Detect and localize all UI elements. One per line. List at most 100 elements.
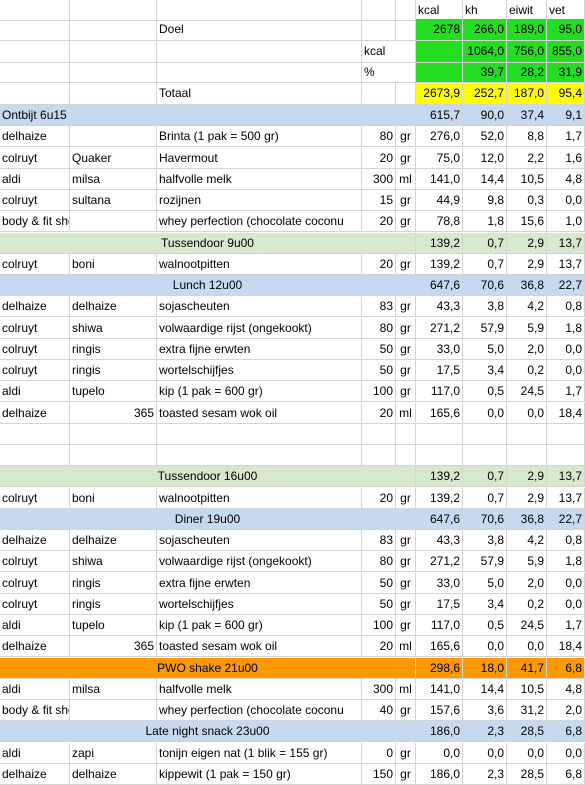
kcal-cell[interactable]: 0,0	[416, 743, 463, 763]
eiwit-cell[interactable]: 2,9	[507, 254, 547, 274]
meal-kh[interactable]: 18,0	[463, 658, 507, 678]
store-cell[interactable]: colruyt	[0, 488, 70, 508]
store-cell[interactable]: colruyt	[0, 254, 70, 274]
meal-vet[interactable]: 6,8	[547, 658, 585, 678]
store-cell[interactable]: colruyt	[0, 318, 70, 338]
product-cell[interactable]: Brinta (1 pak = 500 gr)	[157, 126, 362, 146]
cell[interactable]	[0, 0, 70, 20]
product-cell[interactable]: kip (1 pak = 600 gr)	[157, 615, 362, 635]
eiwit-cell[interactable]: 0,2	[507, 594, 547, 614]
kh-cell[interactable]: 0,5	[463, 615, 507, 635]
doel-eiwit[interactable]: 189,0	[507, 19, 547, 40]
kh-cell[interactable]: 3,8	[463, 530, 507, 550]
brand-cell[interactable]: ringis	[70, 339, 157, 359]
eiwit-cell[interactable]: 24,5	[507, 615, 547, 635]
meal-kcal[interactable]: 186,0	[416, 721, 463, 741]
kcal-cell[interactable]: 75,0	[416, 148, 463, 168]
meal-kh[interactable]: 70,6	[463, 275, 507, 295]
brand-cell[interactable]: milsa	[70, 679, 157, 699]
cell[interactable]	[396, 19, 416, 40]
empty-cell[interactable]	[416, 424, 463, 444]
meal-kcal[interactable]: 647,6	[416, 509, 463, 529]
product-cell[interactable]: sojascheuten	[157, 296, 362, 316]
quantity-cell[interactable]: 80	[362, 126, 396, 146]
vet-cell[interactable]: 18,4	[547, 636, 585, 656]
eiwit-cell[interactable]: 8,8	[507, 126, 547, 146]
kh-cell[interactable]: 0,0	[463, 403, 507, 423]
cell[interactable]	[0, 63, 70, 82]
kcal-cell[interactable]: 165,6	[416, 636, 463, 656]
unit-cell[interactable]: ml	[396, 403, 416, 423]
meal-eiwit[interactable]: 2,9	[507, 233, 547, 253]
meal-kh[interactable]: 0,7	[463, 466, 507, 486]
eiwit-cell[interactable]: 24,5	[507, 381, 547, 401]
unit-cell[interactable]: ml	[396, 169, 416, 189]
eiwit-cell[interactable]: 2,0	[507, 573, 547, 593]
kcal-cell[interactable]: 139,2	[416, 254, 463, 274]
brand-cell[interactable]: ringis	[70, 360, 157, 380]
empty-cell[interactable]	[547, 424, 585, 444]
cell[interactable]	[396, 0, 416, 20]
store-cell[interactable]: delhaize	[0, 530, 70, 550]
quantity-cell[interactable]: 50	[362, 594, 396, 614]
vet-cell[interactable]: 0,0	[547, 360, 585, 380]
unit-cell[interactable]: gr	[396, 573, 416, 593]
kcal-cell[interactable]: 141,0	[416, 679, 463, 699]
kcal-cell[interactable]: 44,9	[416, 190, 463, 210]
quantity-cell[interactable]: 15	[362, 190, 396, 210]
kh-cell[interactable]: 5,0	[463, 339, 507, 359]
meal-kh[interactable]: 70,6	[463, 509, 507, 529]
kcal-cell[interactable]: 276,0	[416, 126, 463, 146]
doel-label[interactable]: Doel	[157, 19, 362, 40]
kcal-cell[interactable]: 157,6	[416, 700, 463, 720]
cell[interactable]	[70, 0, 157, 20]
quantity-cell[interactable]: 20	[362, 254, 396, 274]
vet-cell[interactable]: 1,7	[547, 381, 585, 401]
empty-cell[interactable]	[0, 445, 70, 465]
brand-cell[interactable]: delhaize	[70, 530, 157, 550]
store-cell[interactable]: colruyt	[0, 190, 70, 210]
cell[interactable]	[0, 41, 70, 62]
meal-kcal[interactable]: 139,2	[416, 466, 463, 486]
kcal-cell[interactable]: 43,3	[416, 530, 463, 550]
quantity-cell[interactable]: 20	[362, 148, 396, 168]
quantity-cell[interactable]: 83	[362, 296, 396, 316]
vet-cell[interactable]: 0,0	[547, 743, 585, 763]
brand-cell[interactable]: 365	[70, 636, 157, 656]
pctrow-kh[interactable]: 39,7	[463, 63, 507, 82]
kcal-cell[interactable]: 43,3	[416, 296, 463, 316]
unit-cell[interactable]: gr	[396, 530, 416, 550]
product-cell[interactable]: toasted sesam wok oil	[157, 403, 362, 423]
kcal-cell[interactable]: 33,0	[416, 573, 463, 593]
unit-cell[interactable]: gr	[396, 700, 416, 720]
meal-eiwit[interactable]: 37,4	[507, 105, 547, 125]
vet-cell[interactable]: 1,6	[547, 148, 585, 168]
quantity-cell[interactable]: 80	[362, 551, 396, 571]
store-cell[interactable]: body & fit shop	[0, 700, 70, 720]
vet-cell[interactable]: 13,7	[547, 488, 585, 508]
kcal-cell[interactable]: 33,0	[416, 339, 463, 359]
meal-label[interactable]: Ontbijt 6u15	[0, 105, 416, 125]
store-cell[interactable]: delhaize	[0, 636, 70, 656]
kcal-cell[interactable]: 17,5	[416, 360, 463, 380]
kcalrow-kh[interactable]: 1064,0	[463, 41, 507, 62]
cell[interactable]	[70, 83, 157, 104]
quantity-cell[interactable]: 80	[362, 318, 396, 338]
kcal-cell[interactable]: 139,2	[416, 488, 463, 508]
meal-vet[interactable]: 13,7	[547, 233, 585, 253]
vet-cell[interactable]: 0,8	[547, 530, 585, 550]
brand-cell[interactable]	[70, 211, 157, 231]
cell[interactable]	[157, 63, 362, 82]
kcal-cell[interactable]: 117,0	[416, 381, 463, 401]
kh-cell[interactable]: 14,4	[463, 679, 507, 699]
brand-cell[interactable]: sultana	[70, 190, 157, 210]
empty-cell[interactable]	[547, 445, 585, 465]
cell[interactable]	[362, 83, 396, 104]
unit-cell[interactable]: gr	[396, 148, 416, 168]
empty-cell[interactable]	[416, 445, 463, 465]
kcal-cell[interactable]: 141,0	[416, 169, 463, 189]
kh-cell[interactable]: 57,9	[463, 551, 507, 571]
eiwit-cell[interactable]: 0,2	[507, 360, 547, 380]
vet-cell[interactable]: 0,0	[547, 594, 585, 614]
empty-cell[interactable]	[157, 424, 362, 444]
